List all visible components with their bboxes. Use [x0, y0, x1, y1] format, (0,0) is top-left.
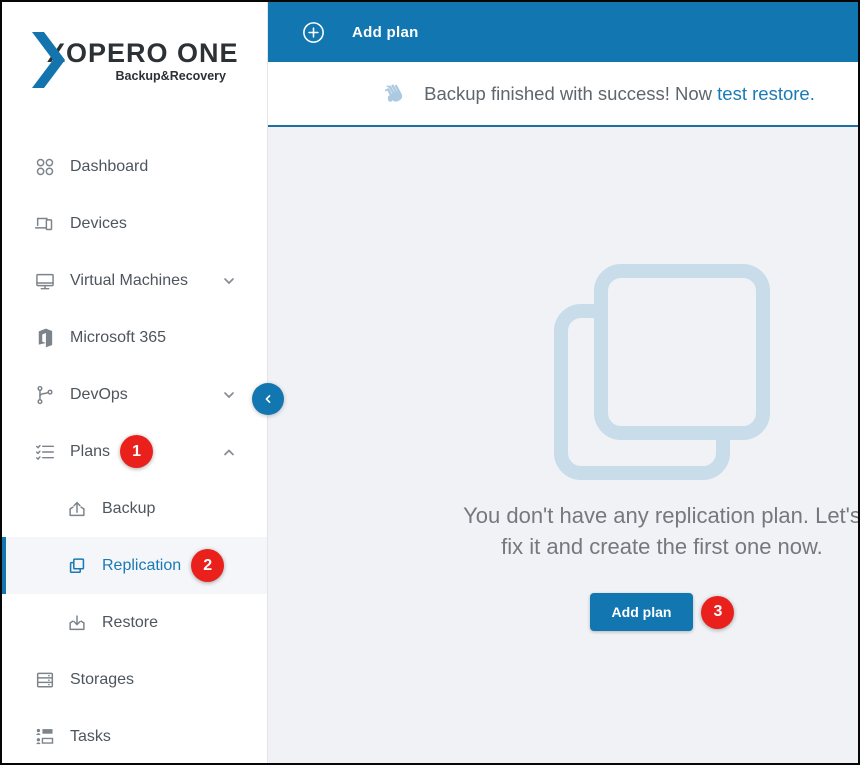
- git-branch-icon: [37, 385, 53, 404]
- waving-hand-icon: [384, 84, 403, 102]
- main-area: Add plan Back: [268, 2, 858, 763]
- topbar: Add plan: [268, 2, 858, 62]
- empty-state-line2: fix it and create the first one now.: [501, 534, 823, 559]
- notification-text: Backup finished with success! Now test r…: [424, 83, 815, 105]
- download-box-icon: [69, 614, 85, 630]
- chevron-left-icon: [265, 395, 271, 403]
- chevron-down-icon: [224, 277, 234, 284]
- test-restore-link[interactable]: test restore.: [717, 82, 815, 104]
- step-badge-1: 1: [120, 435, 154, 468]
- empty-state: You don't have any replication plan. Let…: [422, 257, 860, 631]
- sidebar-nav: Dashboard Devices Virtual Machines: [2, 138, 267, 763]
- empty-state-line1: You don't have any replication plan. Let…: [463, 503, 860, 528]
- content-area: You don't have any replication plan. Let…: [268, 127, 858, 763]
- sidebar-item-label: Microsoft 365: [70, 328, 167, 346]
- devices-icon: [34, 217, 53, 230]
- task-list-icon: [36, 728, 54, 744]
- sidebar-item-dashboard[interactable]: Dashboard: [2, 138, 267, 195]
- add-plan-button[interactable]: Add plan: [589, 593, 694, 631]
- monitor-icon: [36, 273, 54, 289]
- sidebar-item-label: Dashboard: [70, 157, 149, 175]
- brand-tagline: Backup&Recovery: [115, 69, 226, 83]
- microsoft-365-icon: [38, 328, 53, 347]
- sidebar-item-plans[interactable]: Plans 1: [2, 423, 267, 480]
- sidebar-item-devops[interactable]: DevOps: [2, 366, 267, 423]
- step-badge-3: 3: [701, 595, 735, 629]
- sidebar: XOPERO ONE Backup&Recovery Dashboard Dev…: [2, 2, 268, 763]
- sidebar-item-backup[interactable]: Backup: [2, 480, 267, 537]
- sidebar-item-microsoft-365[interactable]: Microsoft 365: [2, 309, 267, 366]
- sidebar-item-label: Restore: [102, 613, 159, 631]
- sidebar-item-devices[interactable]: Devices: [2, 195, 267, 252]
- sidebar-item-label: Virtual Machines: [70, 271, 188, 289]
- sidebar-item-storages[interactable]: Storages: [2, 651, 267, 708]
- checklist-icon: [36, 444, 54, 460]
- sidebar-collapse-button[interactable]: [252, 383, 284, 415]
- notification-message: Backup finished with success! Now: [424, 82, 713, 104]
- copy-pages-illustration: [554, 264, 770, 480]
- step-badge-2: 2: [191, 549, 225, 582]
- server-icon: [36, 672, 54, 688]
- chevron-down-icon: [224, 391, 234, 398]
- brand-name: XOPERO ONE: [47, 38, 239, 68]
- topbar-add-plan-button[interactable]: Add plan: [352, 23, 419, 41]
- copy-icon: [69, 557, 85, 573]
- sidebar-item-label: Tasks: [70, 727, 111, 745]
- sidebar-item-label: Plans: [70, 442, 111, 460]
- notification-bar: Backup finished with success! Now test r…: [268, 62, 858, 127]
- xopero-chevron-icon: [32, 32, 65, 88]
- dashboard-grid-icon: [36, 158, 54, 175]
- sidebar-item-label: Storages: [70, 670, 135, 688]
- sidebar-item-restore[interactable]: Restore: [2, 594, 267, 651]
- sidebar-item-tasks[interactable]: Tasks: [2, 708, 267, 763]
- sidebar-item-label: DevOps: [70, 385, 128, 403]
- empty-state-text: You don't have any replication plan. Let…: [463, 500, 860, 562]
- empty-state-actions: Add plan 3: [589, 593, 735, 631]
- sidebar-item-label: Backup: [102, 499, 156, 517]
- sidebar-item-replication[interactable]: Replication 2: [2, 537, 267, 594]
- chevron-up-icon: [224, 448, 234, 455]
- sidebar-item-virtual-machines[interactable]: Virtual Machines: [2, 252, 267, 309]
- plus-circle-icon[interactable]: [302, 21, 325, 44]
- brand-logo: XOPERO ONE Backup&Recovery: [32, 32, 239, 88]
- upload-box-icon: [69, 501, 85, 516]
- sidebar-item-label: Devices: [70, 214, 127, 232]
- sidebar-item-label: Replication: [102, 556, 182, 574]
